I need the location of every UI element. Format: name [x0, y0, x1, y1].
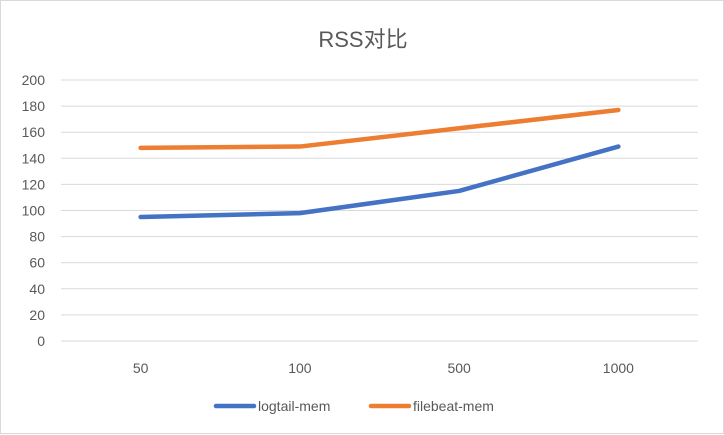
y-tick-label: 160 [22, 124, 46, 140]
y-tick-label: 20 [29, 307, 45, 323]
legend-label: logtail-mem [258, 398, 330, 414]
x-tick-label: 1000 [603, 360, 634, 376]
chart-title: RSS对比 [318, 27, 407, 52]
y-tick-label: 60 [29, 255, 45, 271]
x-tick-label: 100 [288, 360, 312, 376]
y-tick-label: 80 [29, 229, 45, 245]
series-line-logtail-mem [141, 147, 619, 217]
y-tick-label: 0 [37, 333, 45, 349]
y-tick-label: 200 [22, 72, 46, 88]
y-tick-label: 100 [22, 203, 46, 219]
legend-label: filebeat-mem [413, 398, 494, 414]
y-tick-label: 180 [22, 98, 46, 114]
y-tick-label: 140 [22, 150, 46, 166]
y-tick-label: 40 [29, 281, 45, 297]
series-line-filebeat-mem [141, 110, 619, 148]
y-tick-label: 120 [22, 176, 46, 192]
x-tick-label: 500 [447, 360, 471, 376]
x-tick-label: 50 [133, 360, 149, 376]
